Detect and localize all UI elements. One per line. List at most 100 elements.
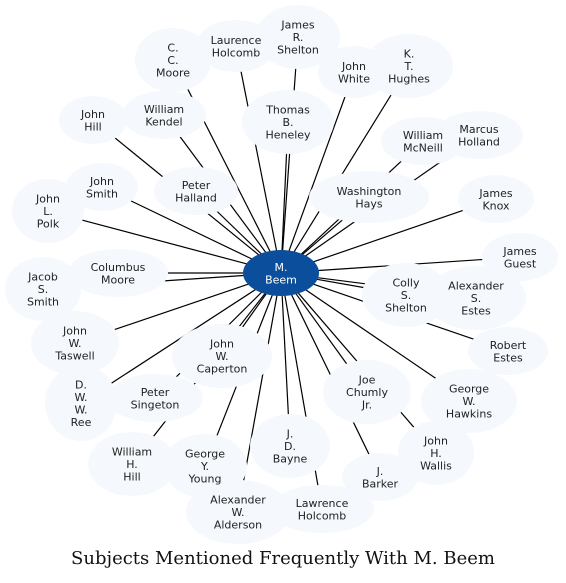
node-john-hill-label-line: Hill: [84, 120, 101, 133]
node-john-smith[interactable]: [66, 163, 138, 211]
node-c-c-moore[interactable]: [135, 28, 211, 92]
node-george-y-young-label-line: George: [185, 448, 225, 461]
node-jacob-s-smith[interactable]: [5, 257, 81, 321]
node-john-l-polk-label-line: John: [35, 193, 60, 206]
node-john-w-caperton[interactable]: [172, 324, 272, 388]
node-james-knox-label-line: James: [478, 187, 512, 200]
node-columbus-moore[interactable]: [68, 249, 168, 297]
node-c-c-moore-label-line: C.: [167, 54, 178, 67]
node-john-w-taswell[interactable]: [31, 311, 119, 375]
node-j-d-bayne-label-line: J.: [286, 428, 294, 441]
edge-john-smith: [121, 195, 259, 263]
node-washington-hays[interactable]: [309, 171, 429, 223]
node-william-h-hill[interactable]: [88, 432, 176, 496]
node-colly-s-shelton[interactable]: [362, 263, 450, 327]
node-john-w-caperton-label-line: Caperton: [197, 363, 248, 376]
node-halo: [88, 432, 176, 496]
node-joe-chumly-jr-label-line: Joe: [358, 374, 376, 387]
node-colly-s-shelton-label-line: S.: [401, 289, 411, 302]
node-label-j-barker: J.Barker: [362, 465, 399, 491]
node-alexander-w-alderson[interactable]: [186, 480, 290, 544]
node-halo: [342, 453, 418, 501]
node-halo: [66, 163, 138, 211]
edge-thomas-b-heneley: [281, 150, 288, 256]
node-william-kendel-label-line: William: [144, 103, 184, 116]
edge-k-t-hughes: [290, 90, 395, 258]
node-james-r-shelton[interactable]: [256, 5, 340, 69]
node-halo: [270, 485, 374, 533]
node-d-w-w-ree[interactable]: [45, 365, 117, 441]
node-jacob-s-smith-label-line: S.: [38, 283, 48, 296]
node-john-h-wallis-label-line: H.: [430, 447, 442, 460]
node-halo: [31, 311, 119, 375]
node-peter-halland[interactable]: [154, 167, 238, 215]
node-j-barker[interactable]: [342, 453, 418, 501]
node-william-mcneill[interactable]: [381, 117, 465, 165]
node-john-h-wallis-label-line: Wallis: [420, 460, 452, 473]
node-james-knox[interactable]: [458, 175, 534, 223]
node-peter-halland-label-line: Halland: [175, 191, 217, 204]
node-peter-singeton[interactable]: [107, 374, 203, 422]
node-halo: [122, 91, 206, 139]
node-george-w-hawkins[interactable]: [421, 369, 517, 433]
node-robert-estes-label-line: Robert: [490, 339, 527, 352]
node-robert-estes[interactable]: [468, 327, 548, 375]
center-node-shape: [243, 250, 319, 296]
edge-laurence-holcomb: [239, 68, 279, 256]
node-alexander-s-estes[interactable]: [426, 266, 526, 330]
node-halo: [186, 480, 290, 544]
node-washington-hays-label-line: Hays: [355, 197, 383, 210]
edge-james-knox: [305, 205, 476, 266]
node-joe-chumly-jr-label-line: Chumly: [346, 386, 388, 399]
node-label-d-w-w-ree: D.W.W.Ree: [71, 378, 92, 429]
node-william-mcneill-label-line: William: [403, 129, 443, 142]
node-joe-chumly-jr[interactable]: [323, 360, 411, 424]
node-halo: [107, 374, 203, 422]
node-halo: [482, 233, 558, 281]
node-d-w-w-ree-label-line: W.: [74, 403, 87, 416]
node-j-barker-label-line: Barker: [362, 477, 399, 490]
node-lawrence-holcomb-label-line: Holcomb: [298, 509, 347, 522]
node-colly-s-shelton-label-line: Colly: [392, 277, 420, 290]
node-laurence-holcomb[interactable]: [196, 20, 276, 72]
node-halo: [421, 369, 517, 433]
node-halo: [12, 179, 84, 243]
node-columbus-moore-label-line: Moore: [101, 273, 135, 286]
diagram-caption: Subjects Mentioned Frequently With M. Be…: [71, 548, 495, 569]
node-john-hill[interactable]: [59, 96, 127, 144]
node-c-c-moore-label-line: Moore: [156, 67, 190, 80]
node-marcus-holland-label-line: Marcus: [459, 123, 499, 136]
node-john-l-polk[interactable]: [12, 179, 84, 243]
node-robert-estes-label-line: Estes: [493, 351, 523, 364]
node-j-d-bayne[interactable]: [250, 414, 330, 478]
node-john-h-wallis[interactable]: [398, 421, 474, 485]
node-thomas-b-heneley[interactable]: [242, 90, 334, 154]
node-james-guest[interactable]: [482, 233, 558, 281]
node-john-w-taswell-label-line: Taswell: [54, 350, 94, 363]
node-william-kendel[interactable]: [122, 91, 206, 139]
node-lawrence-holcomb[interactable]: [270, 485, 374, 533]
node-alexander-w-alderson-label-line: W.: [231, 506, 244, 519]
node-william-h-hill-label-line: Hill: [123, 471, 140, 484]
node-k-t-hughes[interactable]: [365, 34, 453, 98]
